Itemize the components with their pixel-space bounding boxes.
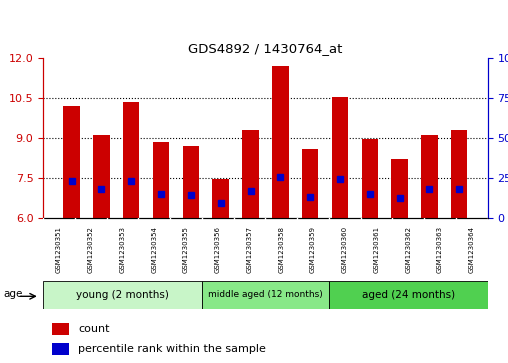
Text: GSM1230361: GSM1230361 [373,226,379,273]
Bar [52,323,69,335]
Bar [451,130,467,218]
Bar [242,130,259,218]
Text: GSM1230351: GSM1230351 [56,226,62,273]
Text: percentile rank within the sample: percentile rank within the sample [78,344,266,354]
Bar [362,139,378,218]
FancyBboxPatch shape [202,281,329,309]
Text: GSM1230359: GSM1230359 [310,226,316,273]
Text: GSM1230354: GSM1230354 [151,226,157,273]
Bar [123,102,139,218]
Bar [52,343,69,355]
Bar [93,135,110,218]
Text: middle aged (12 months): middle aged (12 months) [208,290,323,299]
Bar [64,106,80,218]
Text: GSM1230353: GSM1230353 [119,226,125,273]
FancyBboxPatch shape [43,281,202,309]
Bar [421,135,438,218]
Text: count: count [78,324,110,334]
Bar [332,97,348,218]
Text: aged (24 months): aged (24 months) [362,290,455,300]
Text: GSM1230357: GSM1230357 [246,226,252,273]
Text: GSM1230362: GSM1230362 [405,226,411,273]
Text: age: age [4,289,23,299]
Text: GSM1230358: GSM1230358 [278,226,284,273]
Title: GDS4892 / 1430764_at: GDS4892 / 1430764_at [188,42,342,56]
Text: GSM1230352: GSM1230352 [88,226,94,273]
Bar [302,148,319,218]
FancyBboxPatch shape [329,281,488,309]
Bar [212,179,229,218]
Text: GSM1230355: GSM1230355 [183,226,189,273]
Bar [272,66,289,218]
Text: GSM1230364: GSM1230364 [469,226,475,273]
Bar [183,146,199,218]
Bar [153,142,169,218]
Text: young (2 months): young (2 months) [76,290,169,300]
Text: GSM1230363: GSM1230363 [437,226,443,273]
Text: GSM1230360: GSM1230360 [342,226,348,273]
Bar [392,159,408,218]
Text: GSM1230356: GSM1230356 [215,226,221,273]
